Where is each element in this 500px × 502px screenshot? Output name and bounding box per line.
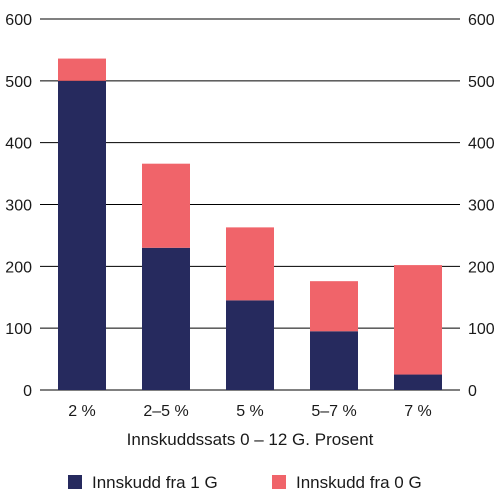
- y-tick-label-left: 300: [5, 198, 32, 215]
- x-tick-label: 2 %: [68, 403, 96, 420]
- y-tick-label-right: 500: [468, 74, 495, 91]
- bar-segment-0g: [394, 265, 442, 375]
- legend-swatch: [68, 475, 82, 489]
- y-tick-label-left: 400: [5, 136, 32, 153]
- bar-segment-0g: [142, 163, 190, 248]
- bar-segment-1g: [394, 374, 442, 390]
- y-tick-label-right: 0: [468, 383, 477, 400]
- bar-segment-0g: [58, 58, 106, 81]
- y-tick-label-left: 200: [5, 259, 32, 276]
- bar-segment-0g: [226, 227, 274, 301]
- legend: Innskudd fra 1 G Innskudd fra 0 G: [68, 473, 422, 492]
- y-tick-label-right: 600: [468, 12, 495, 29]
- bar-segment-0g: [310, 281, 358, 332]
- bar-segment-1g: [58, 80, 106, 390]
- x-tick-label: 5 %: [236, 403, 264, 420]
- legend-swatch: [272, 475, 286, 489]
- y-tick-label-right: 200: [468, 259, 495, 276]
- x-tick-label: 2–5 %: [143, 403, 188, 420]
- bars: [58, 58, 442, 390]
- y-axis-right: 0 100 200 300 400 500 600: [468, 12, 495, 400]
- y-tick-label-left: 0: [23, 383, 32, 400]
- bar-segment-1g: [310, 331, 358, 390]
- y-tick-label-left: 600: [5, 12, 32, 29]
- bar-segment-1g: [226, 300, 274, 390]
- x-tick-label: 7 %: [404, 403, 432, 420]
- x-tick-label: 5–7 %: [311, 403, 356, 420]
- y-tick-label-left: 500: [5, 74, 32, 91]
- y-tick-label-right: 400: [468, 136, 495, 153]
- x-axis-title: Innskuddssats 0 – 12 G. Prosent: [127, 430, 374, 449]
- y-axis-left: 0 100 200 300 400 500 600: [5, 12, 32, 400]
- x-axis: 2 % 2–5 % 5 % 5–7 % 7 %: [68, 403, 432, 420]
- bar-segment-1g: [142, 247, 190, 390]
- y-tick-label-right: 300: [468, 198, 495, 215]
- y-tick-label-right: 100: [468, 321, 495, 338]
- y-tick-label-left: 100: [5, 321, 32, 338]
- legend-label: Innskudd fra 1 G: [92, 473, 218, 492]
- legend-label: Innskudd fra 0 G: [296, 473, 422, 492]
